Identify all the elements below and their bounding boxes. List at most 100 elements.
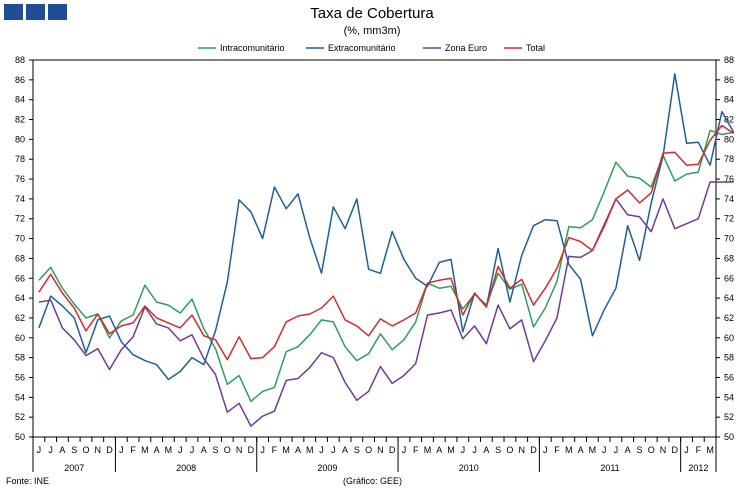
x-month-label: F — [413, 445, 419, 455]
x-month-label: J — [48, 445, 53, 455]
legend-label: Zona Euro — [445, 43, 487, 53]
legend-label: Extracomunitário — [328, 43, 396, 53]
y-tick-label-right: 52 — [724, 412, 734, 422]
y-tick-label-left: 58 — [15, 353, 25, 363]
x-month-label: F — [696, 445, 702, 455]
y-tick-label-right: 76 — [724, 174, 734, 184]
y-tick-label-left: 82 — [15, 115, 25, 125]
year-label: 2009 — [317, 463, 337, 473]
x-month-label: A — [154, 445, 160, 455]
y-tick-label-right: 78 — [724, 154, 734, 164]
chart-credit: (Gráfico: GEE) — [343, 476, 403, 486]
y-tick-label-right: 80 — [724, 134, 734, 144]
y-tick-label-left: 54 — [15, 392, 25, 402]
x-month-label: M — [165, 445, 173, 455]
x-month-label: J — [178, 445, 183, 455]
y-tick-label-right: 66 — [724, 273, 734, 283]
x-month-label: M — [141, 445, 149, 455]
x-month-label: A — [201, 445, 207, 455]
y-tick-label-right: 56 — [724, 372, 734, 382]
x-month-label: A — [59, 445, 65, 455]
y-tick-label-right: 58 — [724, 353, 734, 363]
series-line-extracomunit-rio — [38, 73, 735, 381]
y-tick-label-right: 82 — [724, 115, 734, 125]
x-month-label: N — [518, 445, 525, 455]
y-tick-label-left: 56 — [15, 372, 25, 382]
x-month-label: M — [424, 445, 432, 455]
y-tick-label-right: 86 — [724, 75, 734, 85]
y-tick-label-left: 80 — [15, 134, 25, 144]
legend-label: Intracomunitário — [220, 43, 285, 53]
x-month-label: J — [190, 445, 195, 455]
x-month-label: M — [447, 445, 455, 455]
x-month-label: F — [272, 445, 278, 455]
x-month-label: O — [506, 445, 513, 455]
y-tick-label-left: 84 — [15, 95, 25, 105]
x-month-label: J — [461, 445, 466, 455]
y-tick-label-right: 74 — [724, 194, 734, 204]
series-line-zona-euro — [38, 181, 734, 427]
x-month-label: J — [402, 445, 407, 455]
y-tick-label-left: 76 — [15, 174, 25, 184]
x-month-label: J — [472, 445, 477, 455]
x-month-label: O — [365, 445, 372, 455]
year-label: 2011 — [600, 463, 619, 473]
x-month-label: A — [625, 445, 631, 455]
x-month-label: J — [602, 445, 607, 455]
y-tick-label-right: 72 — [724, 214, 734, 224]
y-tick-label-left: 88 — [15, 55, 25, 65]
x-month-label: N — [236, 445, 243, 455]
x-month-label: F — [554, 445, 560, 455]
x-month-label: D — [389, 445, 396, 455]
x-month-label: S — [495, 445, 501, 455]
y-tick-label-right: 88 — [724, 55, 734, 65]
y-tick-label-right: 54 — [724, 392, 734, 402]
x-month-label: D — [248, 445, 255, 455]
y-tick-label-left: 78 — [15, 154, 25, 164]
series-line-total — [38, 124, 735, 361]
y-tick-label-right: 64 — [724, 293, 734, 303]
x-month-label: J — [543, 445, 548, 455]
y-tick-label-left: 60 — [15, 333, 25, 343]
ine-logo-blocks-icon — [4, 4, 23, 20]
chart-subtitle: (%, mm3m) — [343, 25, 401, 37]
x-month-label: M — [565, 445, 573, 455]
x-month-label: O — [648, 445, 655, 455]
ine-logo-blocks-icon — [48, 4, 67, 20]
y-tick-label-left: 52 — [15, 412, 25, 422]
x-month-label: D — [106, 445, 113, 455]
y-tick-label-left: 68 — [15, 253, 25, 263]
x-month-label: J — [331, 445, 336, 455]
y-tick-label-left: 66 — [15, 273, 25, 283]
x-month-label: A — [578, 445, 584, 455]
y-tick-label-right: 68 — [724, 253, 734, 263]
x-month-label: M — [589, 445, 597, 455]
year-label: 2012 — [688, 463, 708, 473]
x-month-label: N — [660, 445, 667, 455]
x-month-label: M — [282, 445, 290, 455]
x-month-label: J — [37, 445, 42, 455]
x-month-label: O — [82, 445, 89, 455]
y-tick-label-left: 50 — [15, 432, 25, 442]
legend-label: Total — [526, 43, 545, 53]
y-tick-label-right: 62 — [724, 313, 734, 323]
x-month-label: D — [672, 445, 679, 455]
x-month-label: J — [684, 445, 689, 455]
y-tick-label-left: 72 — [15, 214, 25, 224]
x-month-label: N — [95, 445, 102, 455]
year-label: 2008 — [176, 463, 196, 473]
x-month-label: J — [119, 445, 124, 455]
x-month-label: M — [706, 445, 714, 455]
y-tick-label-left: 74 — [15, 194, 25, 204]
x-month-label: J — [319, 445, 324, 455]
year-label: 2010 — [459, 463, 479, 473]
x-month-label: J — [260, 445, 265, 455]
y-tick-label-left: 62 — [15, 313, 25, 323]
x-month-label: S — [354, 445, 360, 455]
x-month-label: J — [614, 445, 619, 455]
x-month-label: F — [130, 445, 136, 455]
y-tick-label-right: 50 — [724, 432, 734, 442]
series-line-intracomunit-rio — [38, 129, 734, 403]
